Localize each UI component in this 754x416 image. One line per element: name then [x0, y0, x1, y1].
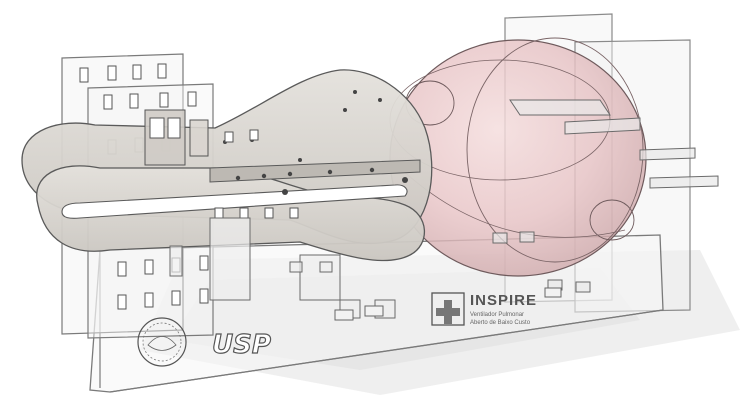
- inspire-subtitle-line2: Aberto de Baixo Custo: [470, 320, 531, 326]
- inspire-title: INSPIRE: [470, 292, 537, 309]
- motor-block: [144, 109, 209, 166]
- usp-logo-text: USP: [212, 330, 271, 360]
- ambu-bag: [389, 37, 647, 277]
- inspire-subtitle-line1: Ventilador Pulmonar: [470, 312, 524, 318]
- university-seal: [137, 317, 187, 367]
- bag-clamps: [492, 99, 719, 293]
- usp-logo: USP: [211, 329, 271, 360]
- base-pads: [334, 287, 562, 321]
- cross-icon: [436, 300, 460, 324]
- inspire-logo: INSPIRE Ventilador Pulmonar Aberto de Ba…: [431, 292, 537, 326]
- rivets: [223, 90, 408, 195]
- lever-assembly: [21, 69, 433, 262]
